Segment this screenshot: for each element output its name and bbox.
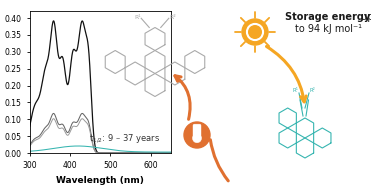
- Text: R²: R²: [169, 15, 175, 20]
- FancyBboxPatch shape: [193, 124, 201, 139]
- FancyArrowPatch shape: [175, 76, 190, 119]
- Text: up: up: [358, 12, 371, 22]
- Text: R¹: R¹: [134, 15, 141, 20]
- Text: Storage energy: Storage energy: [285, 12, 370, 22]
- X-axis label: Wavelength (nm): Wavelength (nm): [56, 176, 144, 185]
- Circle shape: [193, 134, 201, 143]
- FancyArrowPatch shape: [210, 140, 228, 181]
- Circle shape: [247, 24, 263, 40]
- Text: to 94 kJ mol⁻¹: to 94 kJ mol⁻¹: [295, 24, 362, 34]
- Text: t$_{1/2}$: 9 – 37 years: t$_{1/2}$: 9 – 37 years: [89, 132, 160, 145]
- Text: R²: R²: [309, 88, 315, 92]
- Text: R¹: R¹: [292, 88, 298, 92]
- FancyArrowPatch shape: [266, 46, 306, 102]
- Circle shape: [242, 19, 268, 45]
- Circle shape: [184, 122, 210, 148]
